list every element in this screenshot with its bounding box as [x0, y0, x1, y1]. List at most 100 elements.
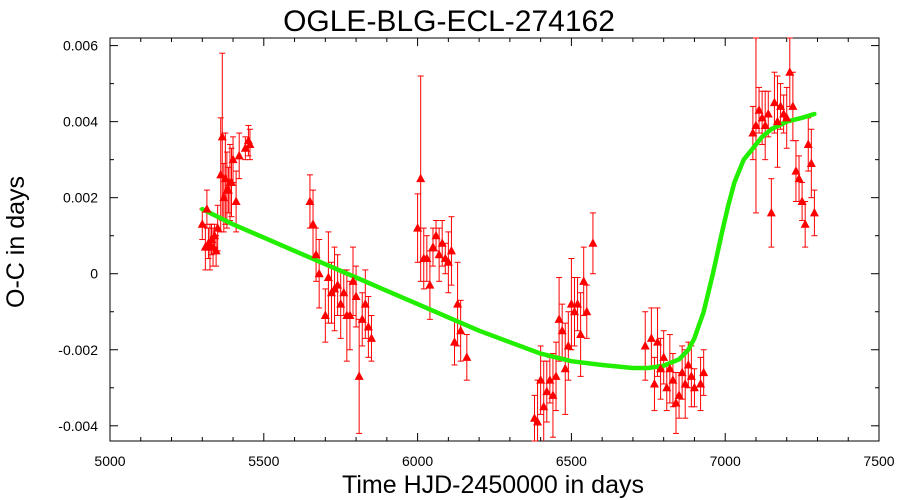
x-tick-label: 6500 — [556, 453, 587, 469]
data-point — [683, 359, 693, 369]
data-point — [220, 173, 230, 183]
y-tick-label: 0.006 — [63, 38, 98, 54]
data-point — [659, 352, 669, 361]
data-point — [656, 363, 666, 373]
data-point — [413, 223, 423, 232]
data-point — [227, 177, 237, 186]
data-point — [809, 207, 819, 217]
axes: 5000 5500 6000 6500 7000 7500 -0.004 -0.002 0 0.0… — [58, 37, 895, 469]
data-point — [788, 101, 798, 110]
y-tick-label: 0 — [90, 266, 98, 282]
data-point — [210, 230, 220, 240]
data-point — [357, 314, 367, 323]
data-point — [231, 196, 241, 205]
data-point — [333, 280, 343, 289]
y-tick-label: -0.002 — [58, 342, 98, 358]
data-point — [671, 397, 681, 407]
data-point — [320, 310, 330, 320]
data-point — [785, 67, 795, 76]
data-point — [794, 173, 804, 183]
data-point — [686, 371, 696, 380]
data-point — [339, 287, 349, 297]
data-point — [806, 158, 816, 167]
data-point — [443, 257, 453, 266]
data-point — [311, 249, 321, 259]
data-point — [219, 192, 229, 202]
data-point — [462, 352, 472, 361]
data-point — [345, 310, 355, 320]
data-point — [689, 382, 699, 392]
data-point — [751, 120, 761, 129]
data-point — [354, 371, 364, 380]
data-point — [213, 223, 223, 232]
data-point — [748, 128, 758, 137]
data-point — [431, 230, 441, 240]
data-point — [536, 375, 546, 384]
data-point — [696, 378, 706, 388]
data-point — [646, 333, 656, 342]
data-point — [579, 276, 589, 285]
data-point — [366, 333, 376, 342]
x-axis-label: Time HJD-2450000 in days — [342, 471, 644, 499]
data-point — [323, 272, 333, 282]
data-point — [314, 268, 324, 278]
data-point — [348, 276, 358, 285]
data-point — [217, 131, 227, 141]
data-marks — [197, 37, 819, 442]
data-point — [539, 401, 549, 411]
data-point — [797, 196, 807, 205]
data-point — [351, 291, 361, 301]
data-point — [640, 340, 650, 350]
data-point — [769, 97, 779, 107]
data-point — [450, 337, 460, 346]
data-point — [202, 204, 212, 213]
data-point — [668, 375, 678, 384]
data-point — [573, 299, 583, 308]
data-point — [533, 416, 543, 426]
data-point — [305, 196, 315, 205]
data-point — [803, 139, 813, 148]
data-point — [569, 306, 579, 316]
x-tick-label: 6000 — [402, 453, 433, 469]
data-point — [782, 112, 792, 122]
y-tick-label: 0.002 — [63, 190, 98, 206]
data-point — [677, 367, 687, 377]
data-point — [576, 329, 586, 339]
data-point — [336, 299, 346, 308]
data-point — [551, 371, 561, 380]
data-point — [197, 219, 207, 228]
x-tick-label: 5000 — [94, 453, 125, 469]
data-point — [776, 101, 786, 110]
data-point — [363, 321, 373, 331]
data-point — [422, 253, 432, 263]
data-point — [757, 112, 767, 122]
data-point — [211, 245, 221, 255]
data-point — [542, 386, 552, 396]
data-point — [754, 105, 764, 114]
data-point — [560, 363, 570, 373]
plot-frame — [109, 37, 880, 442]
data-point — [425, 280, 435, 289]
data-point — [453, 299, 463, 308]
fit-curve — [200, 111, 817, 371]
data-point — [665, 363, 675, 373]
data-point — [582, 306, 592, 316]
data-point — [437, 238, 447, 247]
data-point — [653, 337, 663, 346]
y-tick-label: 0.004 — [63, 114, 98, 130]
data-point — [545, 375, 555, 384]
data-point — [240, 143, 250, 152]
data-point — [554, 314, 564, 323]
data-point — [308, 219, 318, 228]
data-point — [699, 367, 709, 377]
y-tick-label: -0.004 — [58, 418, 98, 434]
data-point — [234, 150, 244, 160]
data-point — [360, 299, 370, 308]
data-point — [662, 382, 672, 392]
x-tick-label: 7000 — [710, 453, 741, 469]
data-point — [760, 120, 770, 129]
y-axis-label: O-C in days — [2, 176, 30, 308]
data-point — [588, 238, 598, 247]
data-point — [566, 299, 576, 308]
